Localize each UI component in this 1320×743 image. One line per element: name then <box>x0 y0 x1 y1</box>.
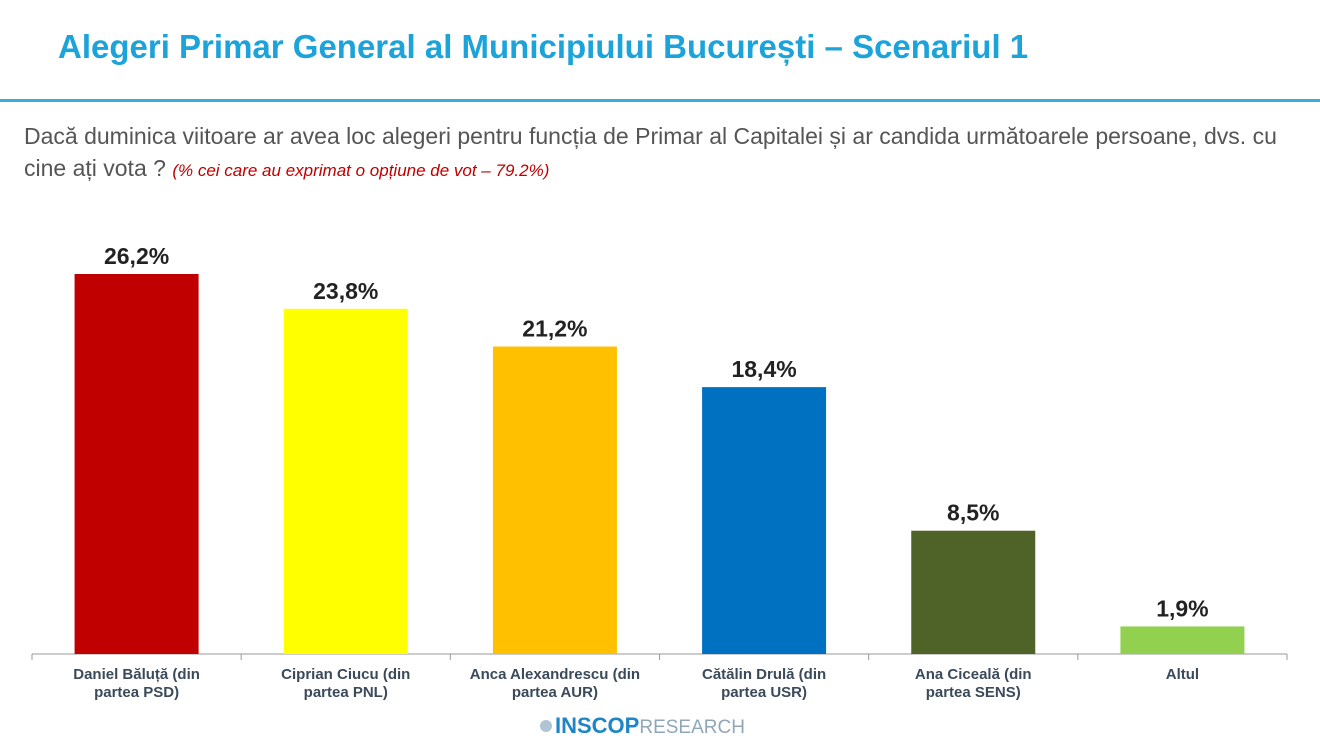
question-text: Dacă duminica viitoare ar avea loc alege… <box>24 123 1277 181</box>
category-label-line: Ana Ciceală (din <box>915 666 1032 683</box>
bar <box>702 387 827 654</box>
bar <box>283 308 408 654</box>
bar <box>911 530 1036 654</box>
data-label: 23,8% <box>313 278 378 304</box>
category-label: Altul <box>1166 666 1199 683</box>
category-label-line: Cătălin Drulă (din <box>702 666 826 683</box>
survey-question: Dacă duminica viitoare ar avea loc alege… <box>24 120 1284 187</box>
data-label: 8,5% <box>947 500 999 526</box>
data-label: 21,2% <box>522 316 587 342</box>
category-label-line: Ciprian Ciucu (din <box>281 666 410 683</box>
bar <box>74 274 199 654</box>
category-label-line: Daniel Băluță (din <box>73 666 200 683</box>
category-label-line: partea PNL) <box>304 684 388 701</box>
data-label: 18,4% <box>731 356 796 382</box>
category-label-line: Altul <box>1166 666 1199 683</box>
page-title: Alegeri Primar General al Municipiului B… <box>58 28 1029 65</box>
inscop-logo: INSCOPRESEARCH <box>540 713 745 739</box>
logo-bold: INSCOP <box>555 713 640 738</box>
category-label-line: partea PSD) <box>94 684 179 701</box>
sample-note: (% cei care au exprimat o opțiune de vot… <box>172 161 550 180</box>
data-label: 1,9% <box>1156 595 1208 621</box>
category-label-line: Anca Alexandrescu (din <box>470 666 640 683</box>
category-label-line: partea USR) <box>721 684 807 701</box>
bar <box>492 346 617 654</box>
category-label-line: partea SENS) <box>926 684 1021 701</box>
bar <box>1120 626 1245 654</box>
category-label: Daniel Băluță (din partea PSD) <box>73 666 200 701</box>
logo-mark-icon <box>540 720 552 732</box>
category-label: Cătălin Drulă (din partea USR) <box>702 666 826 701</box>
logo-light: RESEARCH <box>639 717 745 738</box>
category-label: Ana Ciceală (din partea SENS) <box>915 666 1032 701</box>
data-label: 26,2% <box>104 243 169 269</box>
category-label: Anca Alexandrescu (din partea AUR) <box>470 666 640 701</box>
category-label: Ciprian Ciucu (din partea PNL) <box>281 666 410 701</box>
title-divider <box>0 99 1320 102</box>
category-label-line: partea AUR) <box>512 684 598 701</box>
